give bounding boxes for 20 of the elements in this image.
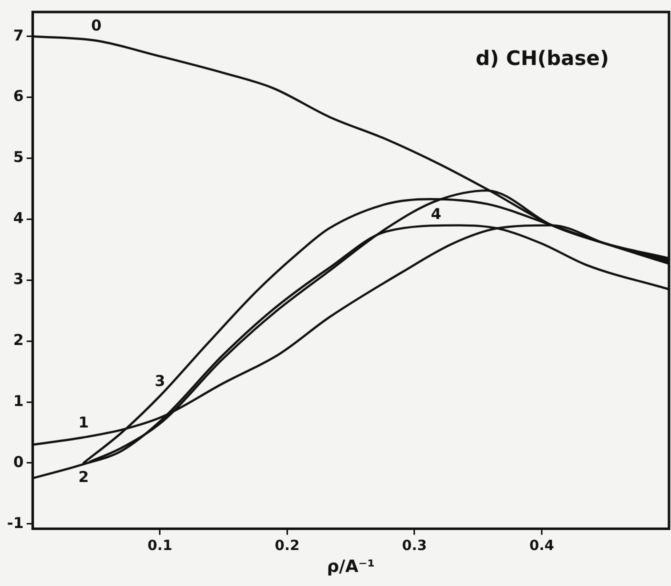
y-tick-label: 7 — [13, 26, 24, 44]
x-tick-label: 0.3 — [402, 538, 427, 554]
text: d) CH(base) — [476, 46, 609, 70]
series-label: 3 — [154, 372, 166, 390]
series-label: 1 — [78, 413, 89, 432]
y-tick-label: -1 — [6, 514, 24, 532]
y-tick-label: 1 — [13, 392, 24, 410]
series-label: 4 — [430, 204, 442, 223]
x-tick-label: 0.4 — [529, 538, 554, 554]
x-tick-label: 0.2 — [274, 538, 300, 554]
y-tick-label: 3 — [13, 270, 24, 288]
series-label: 0 — [91, 16, 102, 35]
series-label: 2 — [78, 468, 89, 486]
y-tick-label: 2 — [13, 330, 24, 349]
y-tick-label: 6 — [13, 87, 24, 106]
x-tick-label: 0.1 — [148, 538, 172, 554]
y-tick-label: 0 — [13, 452, 24, 471]
y-tick-label: 5 — [13, 148, 24, 166]
y-tick-label: 4 — [13, 209, 24, 228]
x-axis-title: ρ/A⁻¹ — [326, 557, 375, 578]
